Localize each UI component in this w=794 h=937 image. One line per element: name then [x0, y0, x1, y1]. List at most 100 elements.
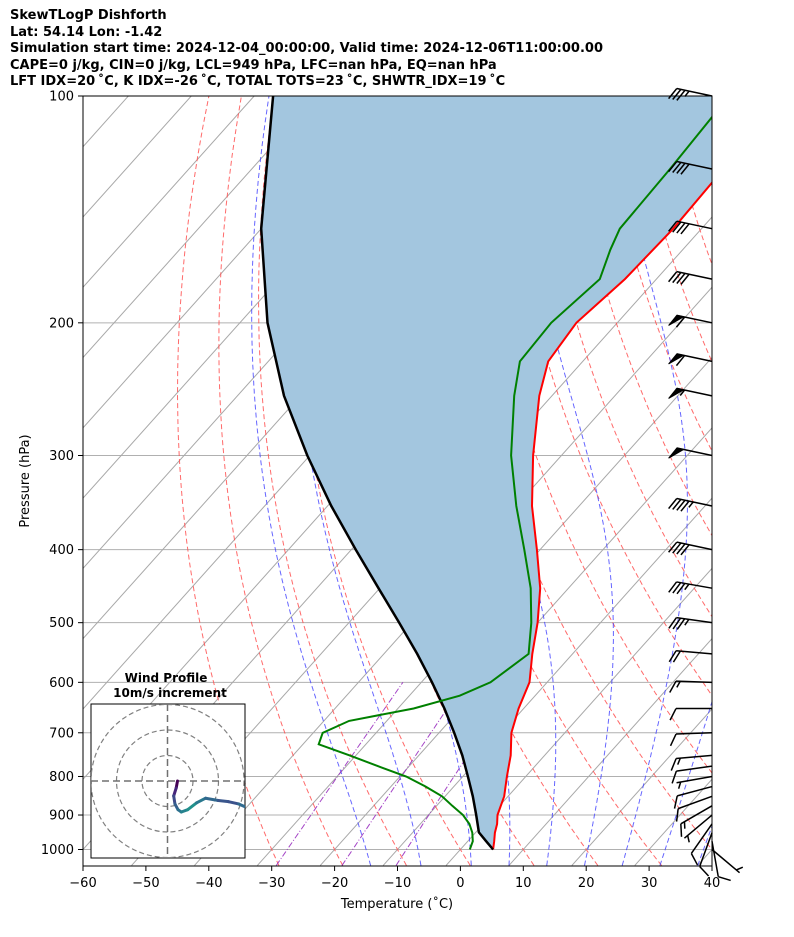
- barb-shaft: [676, 160, 713, 170]
- dry-adiabat-line: [176, 96, 280, 866]
- x-tick-label: −60: [69, 876, 96, 891]
- barb-flag: [676, 582, 686, 595]
- barb-flag: [718, 875, 731, 882]
- barb-flag: [672, 650, 681, 663]
- barb-flag: [680, 273, 690, 285]
- wind-barb: [711, 848, 744, 874]
- y-tick-label: 600: [49, 676, 74, 691]
- barb-flag: [680, 823, 683, 837]
- isotherm-line: [194, 286, 712, 866]
- hodograph-segment: [216, 799, 230, 804]
- barb-pennant: [668, 314, 686, 326]
- barb-shaft: [711, 848, 741, 874]
- y-tick-label: 900: [49, 809, 74, 824]
- wind-barb: [670, 754, 713, 771]
- barb-flag: [675, 355, 686, 367]
- wind-barb: [668, 581, 713, 595]
- barb-shaft: [690, 823, 713, 854]
- isotherm-line: [445, 567, 712, 866]
- hodograph-segment: [186, 801, 199, 812]
- barb-half-flag: [688, 501, 694, 508]
- barb-flag: [668, 88, 678, 100]
- barb-half-flag: [736, 866, 744, 871]
- wind-barb: [673, 785, 713, 809]
- barb-shaft: [676, 649, 713, 655]
- dry-adiabat-line: [763, 96, 794, 866]
- barb-flag: [672, 617, 682, 630]
- hodograph-segment: [204, 796, 220, 803]
- barb-flag: [668, 650, 677, 663]
- dry-adiabat-line: [730, 96, 794, 866]
- wind-barb: [683, 814, 713, 843]
- barb-flag: [690, 853, 699, 866]
- barb-pennant: [668, 387, 686, 399]
- barb-flag: [680, 544, 690, 556]
- barb-flag: [671, 770, 678, 784]
- y-axis-label: Pressure (hPa): [18, 434, 33, 527]
- wind-barb: [668, 447, 713, 459]
- hodograph-segment: [227, 800, 241, 806]
- barb-half-flag: [684, 618, 690, 626]
- x-tick-label: 30: [641, 876, 658, 891]
- hodograph-inset: [91, 704, 245, 858]
- wind-barb: [698, 832, 713, 877]
- barb-flag: [676, 222, 686, 234]
- barb-flag: [672, 582, 682, 594]
- wind-barb: [675, 795, 713, 822]
- shaded-area: [261, 96, 712, 850]
- barb-flag: [672, 498, 682, 510]
- wind-barb: [676, 775, 713, 789]
- barb-half-flag: [686, 835, 690, 843]
- barb-flag: [669, 680, 677, 693]
- barb-flag: [672, 88, 682, 100]
- wind-barb: [668, 649, 713, 663]
- wind-barb: [711, 841, 731, 882]
- barb-flag: [672, 272, 682, 284]
- barb-shaft: [677, 795, 713, 810]
- barb-half-flag: [677, 781, 682, 789]
- barb-shaft: [675, 732, 713, 735]
- isotherm-line: [257, 356, 712, 866]
- barb-flag: [680, 223, 690, 235]
- barb-flag: [673, 795, 678, 809]
- barb-shaft: [680, 805, 713, 825]
- x-tick-label: −20: [321, 876, 348, 891]
- barb-flag: [672, 221, 682, 233]
- hodograph-ring: [91, 704, 245, 858]
- barb-shaft: [676, 754, 713, 760]
- hodograph-segment: [237, 802, 245, 809]
- barb-flag: [668, 271, 678, 283]
- barb-shaft: [676, 775, 713, 784]
- barb-pennant: [668, 447, 686, 459]
- barb-flag: [669, 733, 677, 747]
- barb-flag: [672, 161, 682, 173]
- barb-flag: [680, 163, 690, 175]
- barb-shaft: [676, 497, 713, 507]
- dewpoint-line: [317, 115, 712, 850]
- isotherm-line: [761, 96, 794, 865]
- barb-flag: [668, 497, 678, 510]
- barb-flag: [676, 618, 686, 630]
- barb-flag: [676, 162, 686, 174]
- wind-barb: [668, 497, 713, 512]
- wind-barb: [669, 707, 712, 721]
- barb-half-flag: [684, 583, 690, 591]
- x-tick-label: 20: [578, 876, 595, 891]
- cin-shaded-area: [261, 96, 712, 850]
- barb-shaft: [676, 541, 713, 551]
- parcel-line: [259, 96, 495, 851]
- moist-adiabat-line: [251, 96, 372, 866]
- dry-adiabat-line: [566, 96, 712, 537]
- barb-shaft: [676, 765, 713, 772]
- barb-flag: [668, 220, 678, 232]
- barb-half-flag: [676, 680, 681, 688]
- stability-indices-1: CAPE=0 j/kg, CIN=0 j/kg, LCL=949 hPa, LF…: [10, 57, 497, 73]
- barb-flag: [668, 541, 678, 553]
- y-axis-ticks: 1000 900 800 700 600 500 400 300 200 100: [41, 90, 83, 858]
- barb-flag: [668, 617, 677, 629]
- barb-pennant: [668, 353, 686, 365]
- barb-flag: [676, 89, 686, 101]
- dry-adiabat-line: [258, 96, 407, 866]
- barb-shaft: [676, 87, 713, 97]
- y-tick-label: 400: [49, 543, 74, 558]
